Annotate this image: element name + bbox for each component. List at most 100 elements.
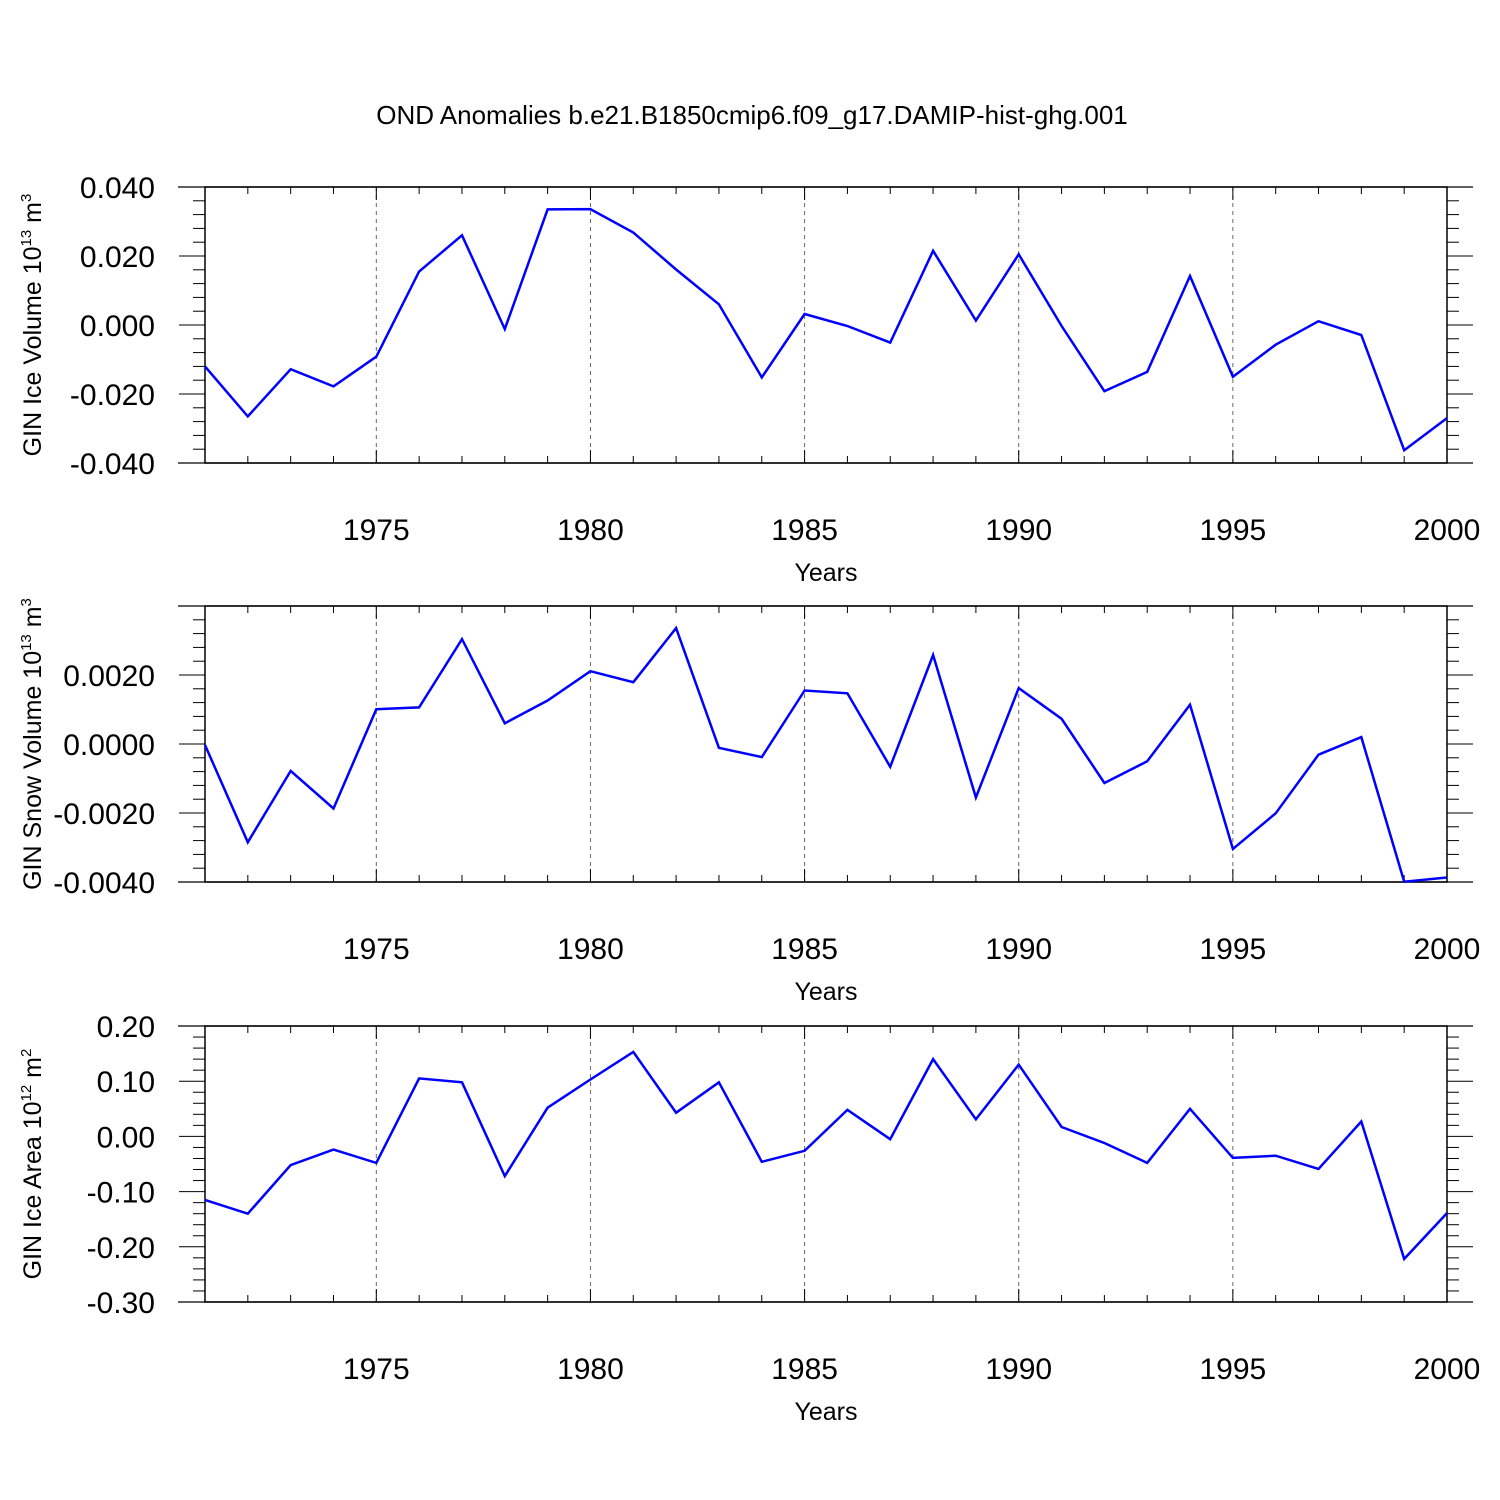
data-point <box>889 341 891 343</box>
data-point <box>718 1081 720 1083</box>
y-tick-label: 0.10 <box>97 1066 155 1099</box>
data-point <box>247 841 249 843</box>
data-point <box>761 376 763 378</box>
data-point <box>332 385 334 387</box>
x-tick-label: 1990 <box>985 933 1052 966</box>
data-point <box>375 708 377 710</box>
data-point <box>932 250 934 252</box>
x-tick-label: 1985 <box>771 514 838 547</box>
series-line-snow-volume <box>203 625 1448 884</box>
data-point <box>846 1109 848 1111</box>
y-axis-label: GIN Ice Volume 1013 m3 <box>18 194 47 457</box>
figure-title: OND Anomalies b.e21.B1850cmip6.f09_g17.D… <box>376 100 1128 130</box>
data-point <box>589 670 591 672</box>
x-axis-label: Years <box>794 978 857 1006</box>
data-point <box>504 328 506 330</box>
data-point <box>846 692 848 694</box>
x-tick-label: 1985 <box>771 933 838 966</box>
data-point <box>1189 275 1191 277</box>
data-point <box>889 766 891 768</box>
data-point <box>461 638 463 640</box>
y-tick-label: 0.020 <box>80 241 155 274</box>
data-point <box>589 1078 591 1080</box>
data-point <box>1317 753 1319 755</box>
y-tick-label: -0.10 <box>87 1177 155 1210</box>
data-point <box>1317 320 1319 322</box>
data-point <box>375 356 377 358</box>
data-point <box>289 1164 291 1166</box>
data-point <box>546 208 548 210</box>
data-point <box>1360 736 1362 738</box>
data-point <box>1274 343 1276 345</box>
plot-frame <box>204 605 1448 883</box>
y-tick-label: -0.020 <box>70 379 155 412</box>
data-point <box>589 208 591 210</box>
data-point <box>1018 687 1020 689</box>
data-point <box>1274 1155 1276 1157</box>
y-tick-label: 0.040 <box>80 172 155 205</box>
y-tick-label: -0.040 <box>70 448 155 481</box>
x-tick-label: 1990 <box>985 514 1052 547</box>
y-axis-label: GIN Ice Area 1012 m2 <box>18 1049 47 1280</box>
data-point <box>761 756 763 758</box>
data-point <box>1360 1120 1362 1122</box>
data-point <box>289 770 291 772</box>
data-point <box>846 325 848 327</box>
data-point <box>718 303 720 305</box>
data-point <box>204 365 206 367</box>
data-point <box>632 231 634 233</box>
panel-ice-area: -0.30 -0.20 -0.10 0.00 0.10 0.20 1975 1980 1985 1… <box>18 1011 1480 1426</box>
data-point <box>504 722 506 724</box>
x-tick-label: 1975 <box>343 933 410 966</box>
y-tick-label: -0.0040 <box>53 867 155 900</box>
x-tick-label: 1980 <box>557 933 624 966</box>
data-point <box>632 681 634 683</box>
data-point <box>1146 371 1148 373</box>
series-line-ice-volume <box>204 207 1448 453</box>
x-tick-label: 2000 <box>1414 1353 1481 1386</box>
plot-frame <box>204 1025 1448 1303</box>
data-point <box>1232 1157 1234 1159</box>
panels: -0.040 -0.020 0.000 0.020 0.040 1975 1980 1985 1… <box>18 172 1480 1426</box>
data-point <box>418 1077 420 1079</box>
data-point <box>1446 1212 1448 1214</box>
x-tick-label: 1995 <box>1199 1353 1266 1386</box>
data-point <box>1403 1258 1405 1260</box>
data-point <box>546 699 548 701</box>
y-tick-label: -0.0020 <box>53 798 155 831</box>
data-point <box>1146 760 1148 762</box>
data-point <box>546 1106 548 1108</box>
x-tick-label: 1980 <box>557 1353 624 1386</box>
data-point <box>761 1161 763 1163</box>
data-point <box>975 796 977 798</box>
panel-snow-volume: -0.0040 -0.0020 0.0000 0.0020 1975 1980 1985 19… <box>18 598 1480 1006</box>
data-point <box>332 807 334 809</box>
data-point <box>1274 812 1276 814</box>
data-point <box>1060 1126 1062 1128</box>
x-tick-label: 1995 <box>1199 514 1266 547</box>
x-tick-label: 2000 <box>1414 514 1481 547</box>
data-point <box>418 706 420 708</box>
data-point <box>332 1148 334 1150</box>
x-tick-label: 1995 <box>1199 933 1266 966</box>
data-point <box>1232 376 1234 378</box>
data-point <box>1060 718 1062 720</box>
x-tick-label: 1985 <box>771 1353 838 1386</box>
data-point <box>1018 1063 1020 1065</box>
data-point <box>1103 1142 1105 1144</box>
data-point <box>1317 1168 1319 1170</box>
y-axis-label: GIN Snow Volume 1013 m3 <box>18 598 47 890</box>
data-point <box>1189 1108 1191 1110</box>
data-point <box>1446 876 1448 878</box>
data-point <box>803 1150 805 1152</box>
x-axis-label: Years <box>794 1398 857 1426</box>
y-tick-label: -0.30 <box>87 1287 155 1320</box>
data-point <box>1232 848 1234 850</box>
data-point <box>803 689 805 691</box>
data-point <box>204 744 206 746</box>
y-tick-label: -0.20 <box>87 1232 155 1265</box>
data-point <box>1403 880 1405 882</box>
y-tick-label: 0.20 <box>97 1011 155 1044</box>
x-tick-label: 1990 <box>985 1353 1052 1386</box>
data-point <box>932 1058 934 1060</box>
